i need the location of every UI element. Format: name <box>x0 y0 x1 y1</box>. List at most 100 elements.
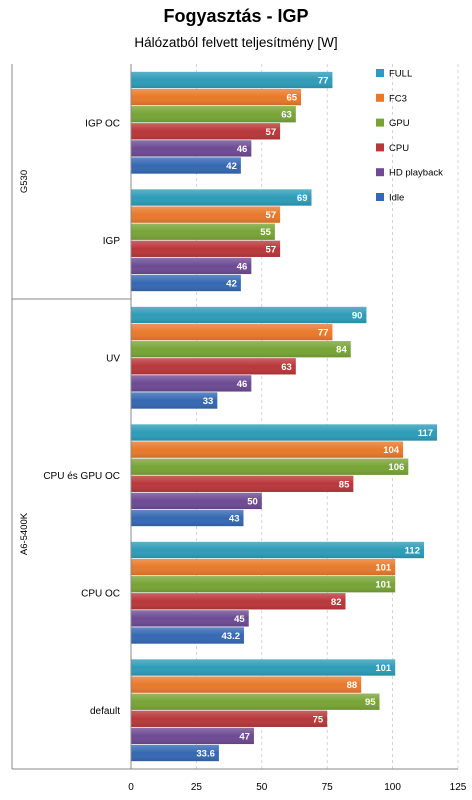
category-label: IGP <box>103 236 121 247</box>
bar-shading <box>131 744 219 762</box>
bar-shading <box>131 458 409 475</box>
bar-shading <box>131 257 252 275</box>
bar-shading <box>131 206 281 223</box>
x-tick-label: 25 <box>191 782 203 793</box>
bar-shading <box>131 157 241 174</box>
data-label: 46 <box>237 144 248 155</box>
data-label: 65 <box>286 93 297 104</box>
data-label: 50 <box>247 496 258 507</box>
category-label: UV <box>106 353 120 364</box>
bar-shading <box>131 424 438 441</box>
data-label: 101 <box>375 663 392 674</box>
bar-shading <box>131 88 302 106</box>
data-label: 75 <box>313 714 324 725</box>
bar-shading <box>131 593 346 610</box>
chart-subtitle: Hálózatból felvett teljesítmény [W] <box>134 35 337 50</box>
x-tick-label: 100 <box>384 782 401 793</box>
legend-swatch <box>376 118 384 127</box>
data-label: 69 <box>297 193 308 204</box>
bar-shading <box>131 558 396 576</box>
bar-shading <box>131 189 312 206</box>
bar-shading <box>131 240 281 257</box>
category-label: default <box>90 706 120 717</box>
bar-shading <box>131 659 396 676</box>
data-label: 84 <box>336 345 347 356</box>
data-label: 101 <box>375 563 392 574</box>
x-tick-label: 75 <box>322 782 334 793</box>
category-label: IGP OC <box>85 118 120 129</box>
bar-shading <box>131 375 252 392</box>
bar-shading <box>131 610 249 627</box>
legend-label: GPU <box>389 118 410 129</box>
x-tick-label: 125 <box>450 782 467 793</box>
legend-label: Idle <box>389 193 404 204</box>
bar-shading <box>131 123 281 140</box>
data-label: 46 <box>237 379 248 390</box>
data-label: 82 <box>331 597 342 608</box>
legend-label: HD playback <box>389 168 443 179</box>
bar-shading <box>131 106 296 123</box>
bar-shading <box>131 492 262 510</box>
legend-label: CPU <box>389 143 409 154</box>
bar-shading <box>131 509 244 527</box>
legend-label: FC3 <box>389 93 407 104</box>
bar-shading <box>131 306 367 324</box>
data-label: 33.6 <box>196 749 215 760</box>
plot-area: IGP OC776563574642IGP695755574642UV90778… <box>11 64 467 793</box>
data-label: 63 <box>281 362 292 373</box>
bar-shading <box>131 441 404 458</box>
data-label: 46 <box>237 261 248 272</box>
data-label: 42 <box>226 161 237 172</box>
data-label: 106 <box>388 462 404 473</box>
bar-shading <box>131 392 218 409</box>
data-label: 112 <box>405 546 420 557</box>
bar-shading <box>131 576 396 593</box>
data-label: 55 <box>260 227 271 238</box>
data-label: 33 <box>203 396 214 407</box>
data-label: 43 <box>229 514 240 525</box>
data-label: 104 <box>383 445 400 456</box>
data-label: 47 <box>239 731 250 742</box>
data-label: 88 <box>347 680 358 691</box>
bar-shading <box>131 323 333 341</box>
data-label: 85 <box>339 479 350 490</box>
bar-shading <box>131 627 245 644</box>
bar-shading <box>131 693 380 710</box>
bar-shading <box>131 475 354 492</box>
category-label: CPU OC <box>81 588 120 599</box>
group-label: A6-5400K <box>19 512 30 555</box>
x-tick-label: 0 <box>128 782 134 793</box>
data-label: 57 <box>266 127 277 138</box>
data-label: 63 <box>281 110 292 121</box>
bar-shading <box>131 71 333 89</box>
chart-title: Fogyasztás - IGP <box>163 6 308 26</box>
bar-shading <box>131 341 351 358</box>
data-label: 45 <box>234 614 245 625</box>
data-label: 57 <box>266 210 277 221</box>
legend: FULL FC3 GPU CPU HD playback Idle <box>376 69 443 204</box>
legend-label: FULL <box>389 69 412 80</box>
data-label: 77 <box>318 328 329 339</box>
category-label: CPU és GPU OC <box>43 471 120 482</box>
bar-shading <box>131 676 362 693</box>
bar-shading <box>131 223 275 240</box>
bar-shading <box>131 710 328 727</box>
bar-shading <box>131 727 254 745</box>
data-label: 95 <box>365 697 376 708</box>
data-label: 42 <box>226 279 237 290</box>
legend-swatch <box>376 168 384 177</box>
bar-shading <box>131 274 241 292</box>
bar-shading <box>131 358 296 375</box>
data-label: 101 <box>375 580 392 591</box>
bar-shading <box>131 140 252 157</box>
bar-shading <box>131 541 424 559</box>
data-label: 90 <box>352 311 363 322</box>
legend-swatch <box>376 69 384 77</box>
legend-swatch <box>376 193 384 201</box>
data-label: 43.2 <box>222 631 241 642</box>
x-tick-label: 50 <box>256 782 268 793</box>
data-label: 77 <box>318 76 329 87</box>
data-label: 57 <box>266 244 277 255</box>
legend-swatch <box>376 143 384 152</box>
